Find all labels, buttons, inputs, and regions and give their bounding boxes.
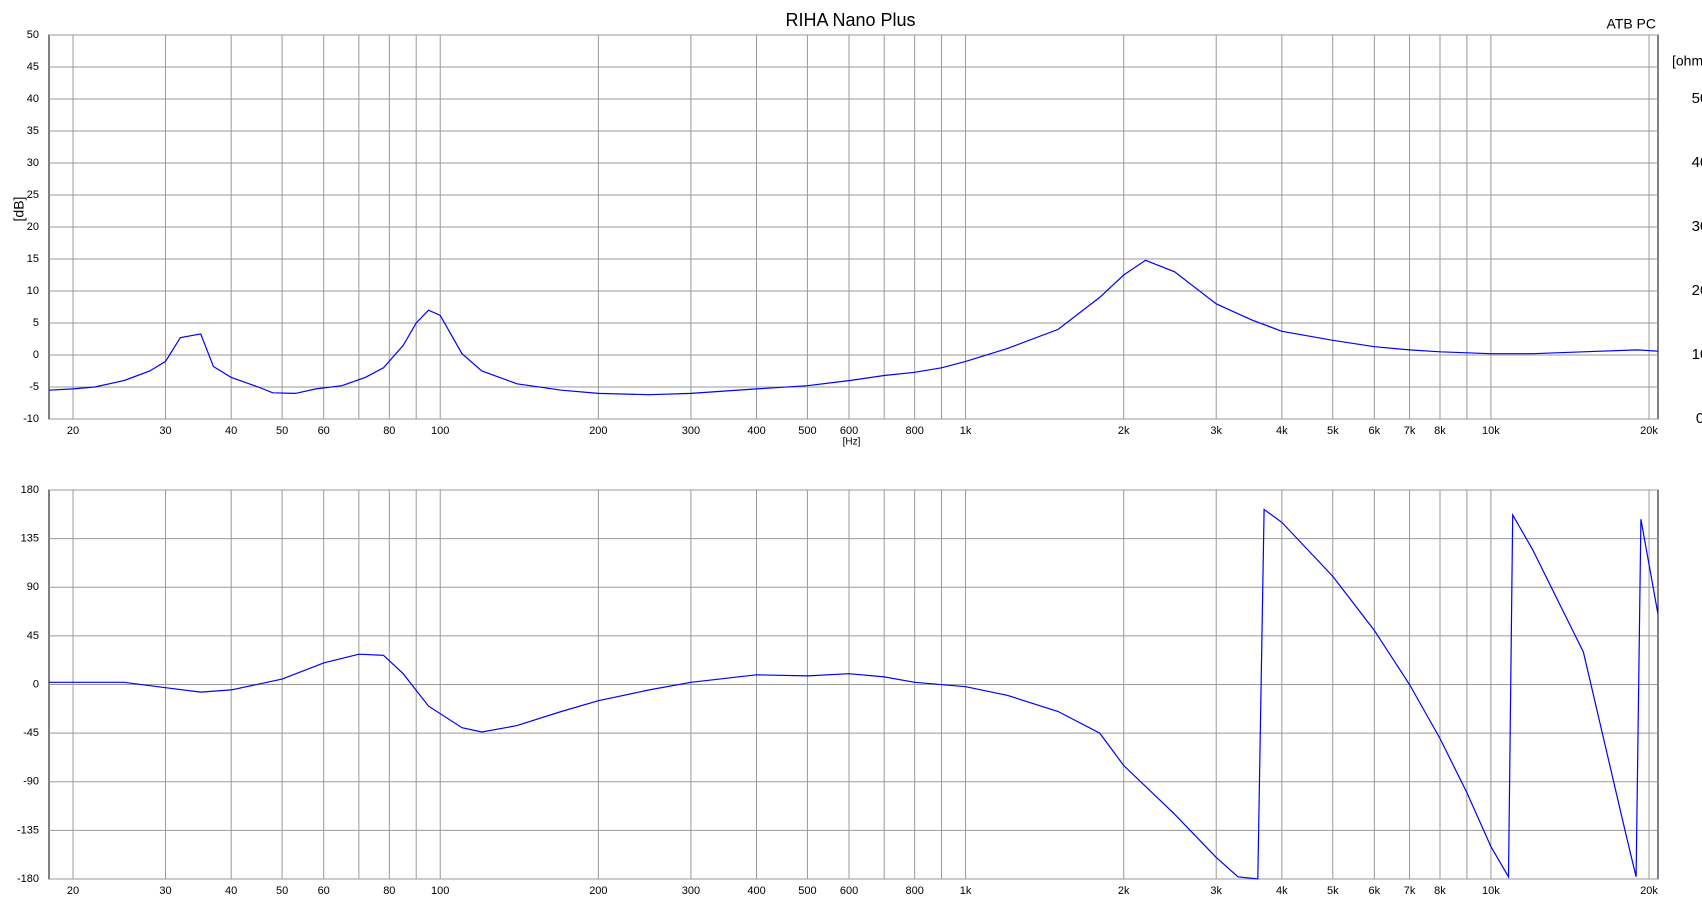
x-tick-label: 50 <box>276 425 288 437</box>
x-tick-label: 300 <box>682 425 700 437</box>
y-tick-label: 5 <box>33 317 39 329</box>
y-tick-label: 30 <box>27 157 39 169</box>
y-tick-label: 10 <box>27 285 39 297</box>
y2-tick-label: 20 <box>1692 282 1702 299</box>
x-tick-label: 200 <box>589 425 607 437</box>
y-tick-label: 180 <box>21 484 39 496</box>
y-axis-label: [dB] <box>11 197 27 222</box>
y-tick-label: 45 <box>27 630 39 642</box>
x-tick-label: 500 <box>798 885 816 897</box>
x-tick-label: 10k <box>1482 425 1500 437</box>
x-tick-label: 2k <box>1118 425 1130 437</box>
x-tick-label: 5k <box>1327 885 1339 897</box>
y2-tick-label: 10 <box>1692 346 1702 363</box>
x-tick-label: 300 <box>682 885 700 897</box>
x-tick-label: 6k <box>1369 885 1381 897</box>
x-tick-label: 100 <box>431 425 449 437</box>
y-tick-label: 135 <box>21 533 39 545</box>
y-tick-label: -10 <box>23 413 39 425</box>
x-tick-label: 3k <box>1210 885 1222 897</box>
x-tick-label: 600 <box>840 425 858 437</box>
y-tick-label: 15 <box>27 253 39 265</box>
x-tick-label: 200 <box>589 885 607 897</box>
x-tick-label: 20 <box>67 425 79 437</box>
x-tick-label: 60 <box>318 425 330 437</box>
y-tick-label: -5 <box>29 381 39 393</box>
x-tick-label: 7k <box>1404 885 1416 897</box>
x-tick-label: 1k <box>960 885 972 897</box>
x-tick-label: 4k <box>1276 885 1288 897</box>
x-tick-label: 40 <box>225 425 237 437</box>
x-tick-label: 10k <box>1482 885 1500 897</box>
x-tick-label: 30 <box>159 425 171 437</box>
x-tick-label: 6k <box>1369 425 1381 437</box>
x-tick-label: 4k <box>1276 425 1288 437</box>
x-tick-label: 1k <box>960 425 972 437</box>
x-tick-label: 20k <box>1640 885 1658 897</box>
x-tick-label: 800 <box>905 425 923 437</box>
x-tick-label: 400 <box>747 425 765 437</box>
x-axis-label: [Hz] <box>843 437 861 448</box>
y2-tick-label: 50 <box>1692 90 1702 107</box>
x-tick-label: 50 <box>276 885 288 897</box>
x-tick-label: 100 <box>431 885 449 897</box>
x-tick-label: 20k <box>1640 425 1658 437</box>
x-tick-label: 400 <box>747 885 765 897</box>
x-tick-label: 60 <box>318 885 330 897</box>
series-line <box>48 259 1659 396</box>
x-tick-label: 30 <box>159 885 171 897</box>
annotation: ATB PC <box>1606 16 1656 32</box>
x-tick-label: 3k <box>1210 425 1222 437</box>
y2-tick-label: 30 <box>1692 218 1702 235</box>
x-tick-label: 600 <box>840 885 858 897</box>
x-tick-label: 800 <box>905 885 923 897</box>
y-tick-label: 0 <box>33 678 39 690</box>
y2-axis-label: [ohm] <box>1672 53 1702 69</box>
x-tick-label: 80 <box>383 885 395 897</box>
y-tick-label: 40 <box>27 93 39 105</box>
y-tick-label: 20 <box>27 221 39 233</box>
y2-tick-label: 0 <box>1696 410 1702 427</box>
x-tick-label: 8k <box>1434 425 1446 437</box>
y-tick-label: -90 <box>23 776 39 788</box>
y-tick-label: 0 <box>33 349 39 361</box>
chart-title: RIHA Nano Plus <box>785 10 915 30</box>
y-tick-label: 25 <box>27 189 39 201</box>
y-tick-label: 90 <box>27 581 39 593</box>
x-tick-label: 5k <box>1327 425 1339 437</box>
y-tick-label: -180 <box>17 873 39 885</box>
x-tick-label: 500 <box>798 425 816 437</box>
x-tick-label: 8k <box>1434 885 1446 897</box>
y-tick-label: -45 <box>23 727 39 739</box>
x-tick-label: 40 <box>225 885 237 897</box>
y-tick-label: 45 <box>27 61 39 73</box>
x-tick-label: 2k <box>1118 885 1130 897</box>
x-tick-label: 80 <box>383 425 395 437</box>
y2-tick-label: 40 <box>1692 154 1702 171</box>
y-tick-label: 35 <box>27 125 39 137</box>
y-tick-label: -135 <box>17 824 39 836</box>
series-line <box>49 508 1659 880</box>
y-tick-label: 50 <box>27 29 39 41</box>
x-tick-label: 7k <box>1404 425 1416 437</box>
x-tick-label: 20 <box>67 885 79 897</box>
